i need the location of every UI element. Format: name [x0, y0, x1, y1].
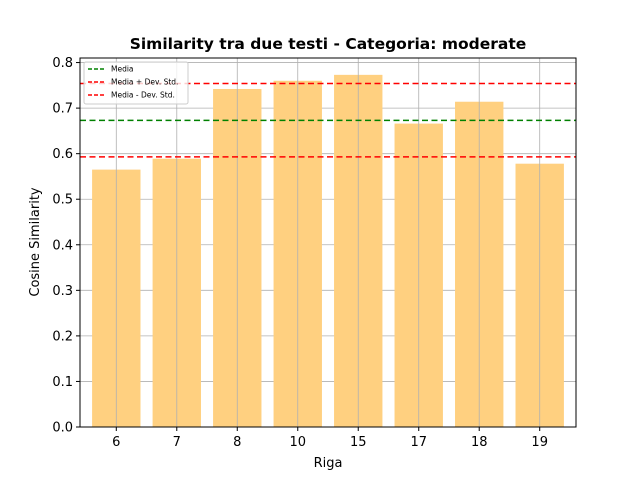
x-tick-label: 19: [531, 435, 548, 450]
y-tick-label: 0.0: [52, 421, 73, 436]
x-tick-label: 6: [112, 435, 120, 450]
legend-box: [83, 61, 189, 105]
y-tick-label: 0.6: [52, 147, 73, 162]
y-tick-label: 0.5: [52, 193, 73, 208]
legend-label: Media + Dev. Std.: [111, 78, 178, 87]
x-tick-label: 7: [173, 435, 181, 450]
x-tick-label: 15: [350, 435, 367, 450]
x-gridlines: [115, 58, 541, 427]
x-tick-label: 17: [410, 435, 427, 450]
y-axis-label: Cosine Similarity: [28, 187, 43, 297]
x-tick-label: 18: [471, 435, 488, 450]
y-tick-label: 0.1: [52, 375, 73, 390]
x-tick-label: 8: [233, 435, 241, 450]
reference-lines: [80, 82, 576, 158]
y-tick-label: 0.8: [52, 56, 73, 71]
legend-label: Media - Dev. Std.: [111, 91, 175, 100]
y-tick-label: 0.2: [52, 329, 73, 344]
plot-frame: [79, 57, 577, 428]
y-axis-ticks: 0.0 0.1 0.2 0.3 0.4 0.5 0.6 0.7 0.8: [52, 56, 80, 436]
chart-title: Similarity tra due testi - Categoria: mo…: [130, 35, 527, 53]
y-tick-label: 0.4: [52, 238, 73, 253]
x-axis-ticks: 6 7 8 10 15 17 18 19: [112, 427, 548, 450]
legend-label: Media: [111, 65, 134, 74]
y-tick-label: 0.3: [52, 284, 73, 299]
legend: Media Media + Dev. Std. Media - Dev. Std.: [83, 61, 189, 105]
y-tick-label: 0.7: [52, 102, 73, 117]
bars: [92, 74, 564, 428]
x-tick-label: 10: [289, 435, 306, 450]
x-axis-label: Riga: [314, 456, 343, 471]
